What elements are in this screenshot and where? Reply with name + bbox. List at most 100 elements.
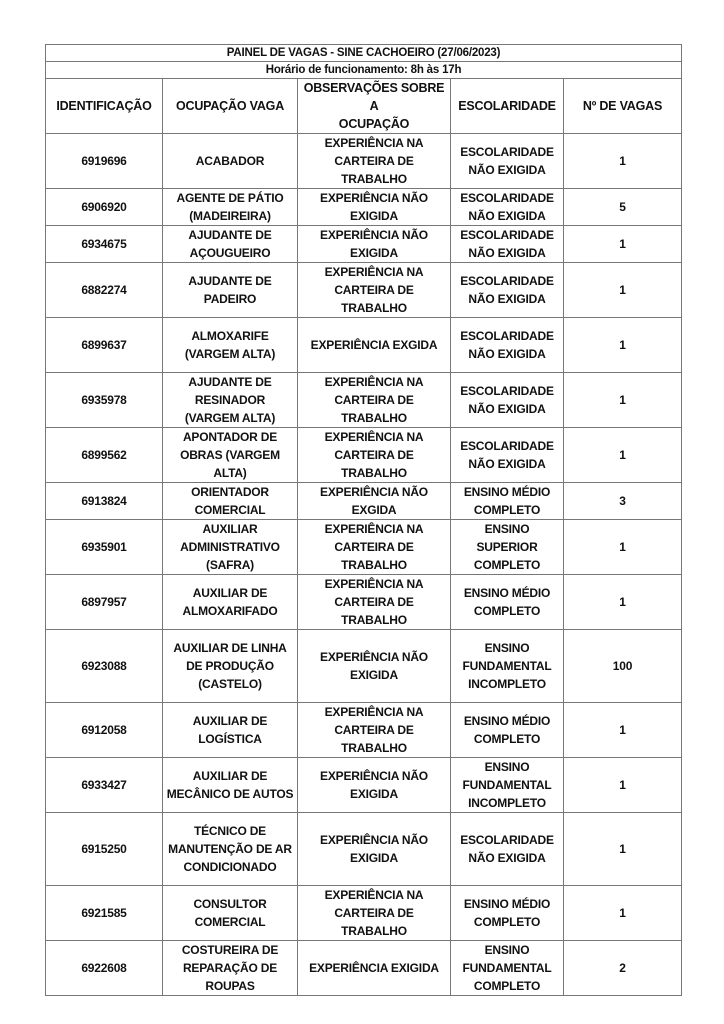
cell-ocupacao: ACABADOR — [162, 133, 298, 189]
cell-escolaridade: ESCOLARIDADE NÃO EXIGIDA — [450, 262, 564, 318]
column-header-vagas: Nº DE VAGAS — [562, 78, 683, 134]
cell-observacoes: EXPERIÊNCIA EXIGIDA — [297, 940, 451, 996]
cell-vagas: 1 — [562, 702, 683, 758]
cell-identificacao: 6882274 — [45, 262, 163, 318]
cell-ocupacao: AUXILIAR DE LOGÍSTICA — [162, 702, 298, 758]
cell-identificacao: 6934675 — [45, 225, 163, 263]
cell-escolaridade: ESCOLARIDADE NÃO EXIGIDA — [450, 133, 564, 189]
cell-observacoes: EXPERIÊNCIA EXGIDA — [297, 317, 451, 373]
cell-vagas: 1 — [562, 262, 683, 318]
cell-ocupacao: APONTADOR DE OBRAS (VARGEM ALTA) — [162, 427, 298, 483]
cell-observacoes: EXPERIÊNCIA NÃO EXIGIDA — [297, 812, 451, 886]
table-row: 6923088 AUXILIAR DE LINHA DE PRODUÇÃO (CA… — [45, 629, 683, 703]
cell-ocupacao: AJUDANTE DE PADEIRO — [162, 262, 298, 318]
cell-observacoes: EXPERIÊNCIA NA CARTEIRA DE TRABALHO — [297, 885, 451, 941]
table-row: 6906920 AGENTE DE PÁTIO (MADEIREIRA) EXPER… — [45, 188, 683, 226]
cell-ocupacao: AJUDANTE DE AÇOUGUEIRO — [162, 225, 298, 263]
cell-ocupacao: COSTUREIRA DE REPARAÇÃO DE ROUPAS — [162, 940, 298, 996]
cell-observacoes: EXPERIÊNCIA NA CARTEIRA DE TRABALHO — [297, 574, 451, 630]
cell-observacoes: EXPERIÊNCIA NA CARTEIRA DE TRABALHO — [297, 372, 451, 428]
cell-vagas: 1 — [562, 427, 683, 483]
cell-vagas: 1 — [562, 757, 683, 813]
cell-identificacao: 6922608 — [45, 940, 163, 996]
cell-observacoes: EXPERIÊNCIA NA CARTEIRA DE TRABALHO — [297, 427, 451, 483]
cell-ocupacao: CONSULTOR COMERCIAL — [162, 885, 298, 941]
cell-identificacao: 6935978 — [45, 372, 163, 428]
table-row: 6915250 TÉCNICO DE MANUTENÇÃO DE AR CONDI… — [45, 812, 683, 886]
cell-ocupacao: ORIENTADOR COMERCIAL — [162, 482, 298, 520]
table-row: 6912058 AUXILIAR DE LOGÍSTICA EXPERIÊNCIA … — [45, 702, 683, 758]
cell-observacoes: EXPERIÊNCIA NA CARTEIRA DE TRABALHO — [297, 519, 451, 575]
cell-vagas: 2 — [562, 940, 683, 996]
cell-vagas: 1 — [562, 372, 683, 428]
cell-escolaridade: ENSINO FUNDAMENTAL COMPLETO — [450, 940, 564, 996]
cell-ocupacao: AUXILIAR DE MECÂNICO DE AUTOS — [162, 757, 298, 813]
cell-vagas: 1 — [562, 317, 683, 373]
column-header-identificacao: IDENTIFICAÇÃO — [45, 78, 163, 134]
cell-escolaridade: ESCOLARIDADE NÃO EXIGIDA — [450, 812, 564, 886]
cell-escolaridade: ESCOLARIDADE NÃO EXIGIDA — [450, 188, 564, 226]
cell-vagas: 100 — [562, 629, 683, 703]
cell-observacoes: EXPERIÊNCIA NA CARTEIRA DE TRABALHO — [297, 702, 451, 758]
table-row: 6899562 APONTADOR DE OBRAS (VARGEM ALTA) E… — [45, 427, 683, 483]
opening-hours: Horário de funcionamento: 8h às 17h — [44, 61, 683, 79]
cell-escolaridade: ENSINO MÉDIO COMPLETO — [450, 885, 564, 941]
cell-observacoes: EXPERIÊNCIA NA CARTEIRA DE TRABALHO — [297, 133, 451, 189]
cell-escolaridade: ENSINO MÉDIO COMPLETO — [450, 702, 564, 758]
table-row: 6935901 AUXILIAR ADMINISTRATIVO (SAFRA) EX… — [45, 519, 683, 575]
cell-observacoes: EXPERIÊNCIA NÃO EXIGIDA — [297, 629, 451, 703]
table-row: 6933427 AUXILIAR DE MECÂNICO DE AUTOS EXPE… — [45, 757, 683, 813]
table-row: 6934675 AJUDANTE DE AÇOUGUEIRO EXPERIÊNCIA… — [45, 225, 683, 263]
cell-escolaridade: ENSINO FUNDAMENTAL INCOMPLETO — [450, 629, 564, 703]
table-row: 6919696 ACABADOR EXPERIÊNCIA NA CARTEIRA D… — [45, 133, 683, 189]
cell-identificacao: 6899562 — [45, 427, 163, 483]
column-header-escolaridade: ESCOLARIDADE — [450, 78, 564, 134]
cell-escolaridade: ENSINO MÉDIO COMPLETO — [450, 482, 564, 520]
cell-ocupacao: TÉCNICO DE MANUTENÇÃO DE AR CONDICIONADO — [162, 812, 298, 886]
cell-escolaridade: ESCOLARIDADE NÃO EXIGIDA — [450, 372, 564, 428]
cell-escolaridade: ESCOLARIDADE NÃO EXIGIDA — [450, 317, 564, 373]
cell-identificacao: 6923088 — [45, 629, 163, 703]
cell-ocupacao: AUXILIAR DE LINHA DE PRODUÇÃO (CASTELO) — [162, 629, 298, 703]
table-row: 6921585 CONSULTOR COMERCIAL EXPERIÊNCIA NA… — [45, 885, 683, 941]
cell-observacoes: EXPERIÊNCIA NA CARTEIRA DE TRABALHO — [297, 262, 451, 318]
cell-identificacao: 6913824 — [45, 482, 163, 520]
cell-vagas: 1 — [562, 812, 683, 886]
column-header-observacoes: OBSERVAÇÕES SOBRE A OCUPAÇÃO — [297, 78, 451, 134]
cell-ocupacao: AJUDANTE DE RESINADOR (VARGEM ALTA) — [162, 372, 298, 428]
cell-identificacao: 6906920 — [45, 188, 163, 226]
cell-identificacao: 6915250 — [45, 812, 163, 886]
cell-vagas: 1 — [562, 519, 683, 575]
table-row: 6922608 COSTUREIRA DE REPARAÇÃO DE ROUPAS… — [45, 940, 683, 996]
cell-escolaridade: ESCOLARIDADE NÃO EXIGIDA — [450, 225, 564, 263]
cell-vagas: 1 — [562, 574, 683, 630]
cell-identificacao: 6912058 — [45, 702, 163, 758]
cell-vagas: 1 — [562, 225, 683, 263]
cell-ocupacao: AGENTE DE PÁTIO (MADEIREIRA) — [162, 188, 298, 226]
table-row: 6913824 ORIENTADOR COMERCIAL EXPERIÊNCIA N… — [45, 482, 683, 520]
cell-observacoes: EXPERIÊNCIA NÃO EXIGIDA — [297, 225, 451, 263]
cell-vagas: 1 — [562, 133, 683, 189]
cell-identificacao: 6919696 — [45, 133, 163, 189]
cell-observacoes: EXPERIÊNCIA NÃO EXIGIDA — [297, 188, 451, 226]
cell-identificacao: 6935901 — [45, 519, 163, 575]
table-title: PAINEL DE VAGAS - SINE CACHOEIRO (27/06/… — [44, 44, 683, 62]
cell-identificacao: 6899637 — [45, 317, 163, 373]
cell-ocupacao: AUXILIAR DE ALMOXARIFADO — [162, 574, 298, 630]
cell-vagas: 1 — [562, 885, 683, 941]
cell-vagas: 3 — [562, 482, 683, 520]
table-row: 6935978 AJUDANTE DE RESINADOR (VARGEM ALT… — [45, 372, 683, 428]
cell-identificacao: 6933427 — [45, 757, 163, 813]
cell-observacoes: EXPERIÊNCIA NÃO EXIGIDA — [297, 757, 451, 813]
cell-escolaridade: ENSINO MÉDIO COMPLETO — [450, 574, 564, 630]
table-row: 6899637 ALMOXARIFE (VARGEM ALTA) EXPERIÊNC… — [45, 317, 683, 373]
cell-escolaridade: ENSINO SUPERIOR COMPLETO — [450, 519, 564, 575]
cell-observacoes: EXPERIÊNCIA NÃO EXGIDA — [297, 482, 451, 520]
cell-ocupacao: AUXILIAR ADMINISTRATIVO (SAFRA) — [162, 519, 298, 575]
cell-identificacao: 6897957 — [45, 574, 163, 630]
table-row: 6882274 AJUDANTE DE PADEIRO EXPERIÊNCIA NA… — [45, 262, 683, 318]
table-row: 6897957 AUXILIAR DE ALMOXARIFADO EXPERIÊNC… — [45, 574, 683, 630]
cell-escolaridade: ENSINO FUNDAMENTAL INCOMPLETO — [450, 757, 564, 813]
cell-ocupacao: ALMOXARIFE (VARGEM ALTA) — [162, 317, 298, 373]
column-header-ocupacao: OCUPAÇÃO VAGA — [162, 78, 298, 134]
